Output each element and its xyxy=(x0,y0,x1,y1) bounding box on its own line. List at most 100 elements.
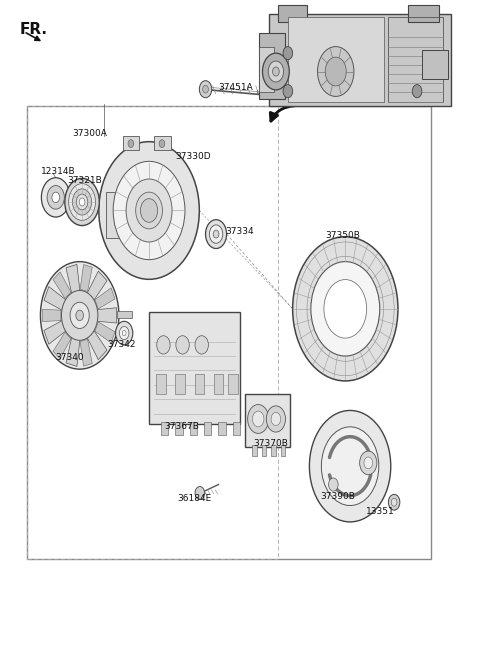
Circle shape xyxy=(144,202,155,218)
Text: 13351: 13351 xyxy=(366,507,395,516)
Text: 37330D: 37330D xyxy=(175,152,211,161)
Bar xyxy=(123,137,140,150)
Bar xyxy=(259,47,274,93)
Bar xyxy=(259,34,286,99)
Bar xyxy=(156,374,166,394)
Circle shape xyxy=(65,178,99,225)
Bar xyxy=(190,422,197,436)
Polygon shape xyxy=(66,264,80,295)
Circle shape xyxy=(213,230,219,238)
Text: FR.: FR. xyxy=(20,22,48,37)
Bar xyxy=(161,422,168,436)
Circle shape xyxy=(76,194,88,210)
Circle shape xyxy=(318,47,354,97)
Circle shape xyxy=(52,192,60,202)
Circle shape xyxy=(268,61,284,82)
Text: 36184E: 36184E xyxy=(178,495,212,503)
Bar xyxy=(278,5,307,22)
Bar xyxy=(27,106,432,559)
Text: 37342: 37342 xyxy=(107,340,135,350)
Circle shape xyxy=(205,219,227,248)
Bar xyxy=(214,374,223,394)
Circle shape xyxy=(412,85,422,98)
Circle shape xyxy=(120,327,129,340)
Polygon shape xyxy=(95,288,115,309)
Polygon shape xyxy=(53,332,71,359)
Polygon shape xyxy=(96,307,117,323)
Polygon shape xyxy=(86,271,107,302)
Bar xyxy=(175,374,185,394)
Polygon shape xyxy=(80,265,92,292)
Circle shape xyxy=(283,47,293,60)
Circle shape xyxy=(126,179,172,242)
Text: 37390B: 37390B xyxy=(321,492,355,501)
Bar xyxy=(408,5,439,22)
Text: 37334: 37334 xyxy=(226,227,254,236)
Bar xyxy=(281,445,286,457)
Circle shape xyxy=(176,336,189,354)
Circle shape xyxy=(293,237,398,381)
Circle shape xyxy=(159,140,165,148)
Circle shape xyxy=(47,185,64,209)
Circle shape xyxy=(252,411,264,427)
Circle shape xyxy=(99,142,199,279)
Bar xyxy=(218,422,226,436)
Polygon shape xyxy=(44,286,67,311)
Circle shape xyxy=(113,162,185,260)
Circle shape xyxy=(322,427,379,505)
Bar xyxy=(271,445,276,457)
Text: 37367B: 37367B xyxy=(164,422,199,432)
Bar xyxy=(228,374,238,394)
Circle shape xyxy=(122,330,126,336)
Circle shape xyxy=(76,310,84,321)
Text: 37340: 37340 xyxy=(56,353,84,362)
Bar xyxy=(252,445,257,457)
Bar xyxy=(288,17,384,102)
Circle shape xyxy=(203,85,208,93)
Circle shape xyxy=(136,192,162,229)
Bar xyxy=(175,422,182,436)
Polygon shape xyxy=(43,309,61,321)
Circle shape xyxy=(209,225,223,243)
Circle shape xyxy=(360,451,377,475)
Text: 37321B: 37321B xyxy=(68,176,102,185)
Polygon shape xyxy=(95,322,115,343)
Bar xyxy=(106,192,147,238)
Circle shape xyxy=(310,411,391,522)
Circle shape xyxy=(40,261,119,369)
Polygon shape xyxy=(44,320,67,344)
Circle shape xyxy=(364,457,372,469)
Circle shape xyxy=(325,57,346,86)
Circle shape xyxy=(266,406,286,432)
Circle shape xyxy=(283,85,293,98)
Circle shape xyxy=(195,336,208,354)
Polygon shape xyxy=(66,336,80,367)
Polygon shape xyxy=(53,272,71,298)
Bar xyxy=(154,137,170,150)
Circle shape xyxy=(391,498,397,506)
Circle shape xyxy=(41,177,70,217)
Text: 37300A: 37300A xyxy=(72,129,107,137)
Circle shape xyxy=(199,81,212,98)
Bar xyxy=(262,445,266,457)
Circle shape xyxy=(128,140,134,148)
Bar xyxy=(269,14,451,106)
Circle shape xyxy=(70,302,89,328)
Circle shape xyxy=(263,53,289,90)
Circle shape xyxy=(324,280,367,338)
Bar xyxy=(245,394,290,447)
Polygon shape xyxy=(86,329,107,359)
Bar xyxy=(422,50,448,79)
Circle shape xyxy=(116,321,133,345)
Bar xyxy=(233,422,240,436)
Circle shape xyxy=(328,478,338,491)
Bar xyxy=(388,17,444,102)
Bar xyxy=(194,374,204,394)
Circle shape xyxy=(69,183,96,220)
Bar xyxy=(149,312,240,424)
Bar xyxy=(118,311,132,318)
Text: 37370B: 37370B xyxy=(253,439,288,447)
Circle shape xyxy=(141,198,157,222)
Text: 12314B: 12314B xyxy=(41,167,76,175)
Circle shape xyxy=(311,261,380,356)
